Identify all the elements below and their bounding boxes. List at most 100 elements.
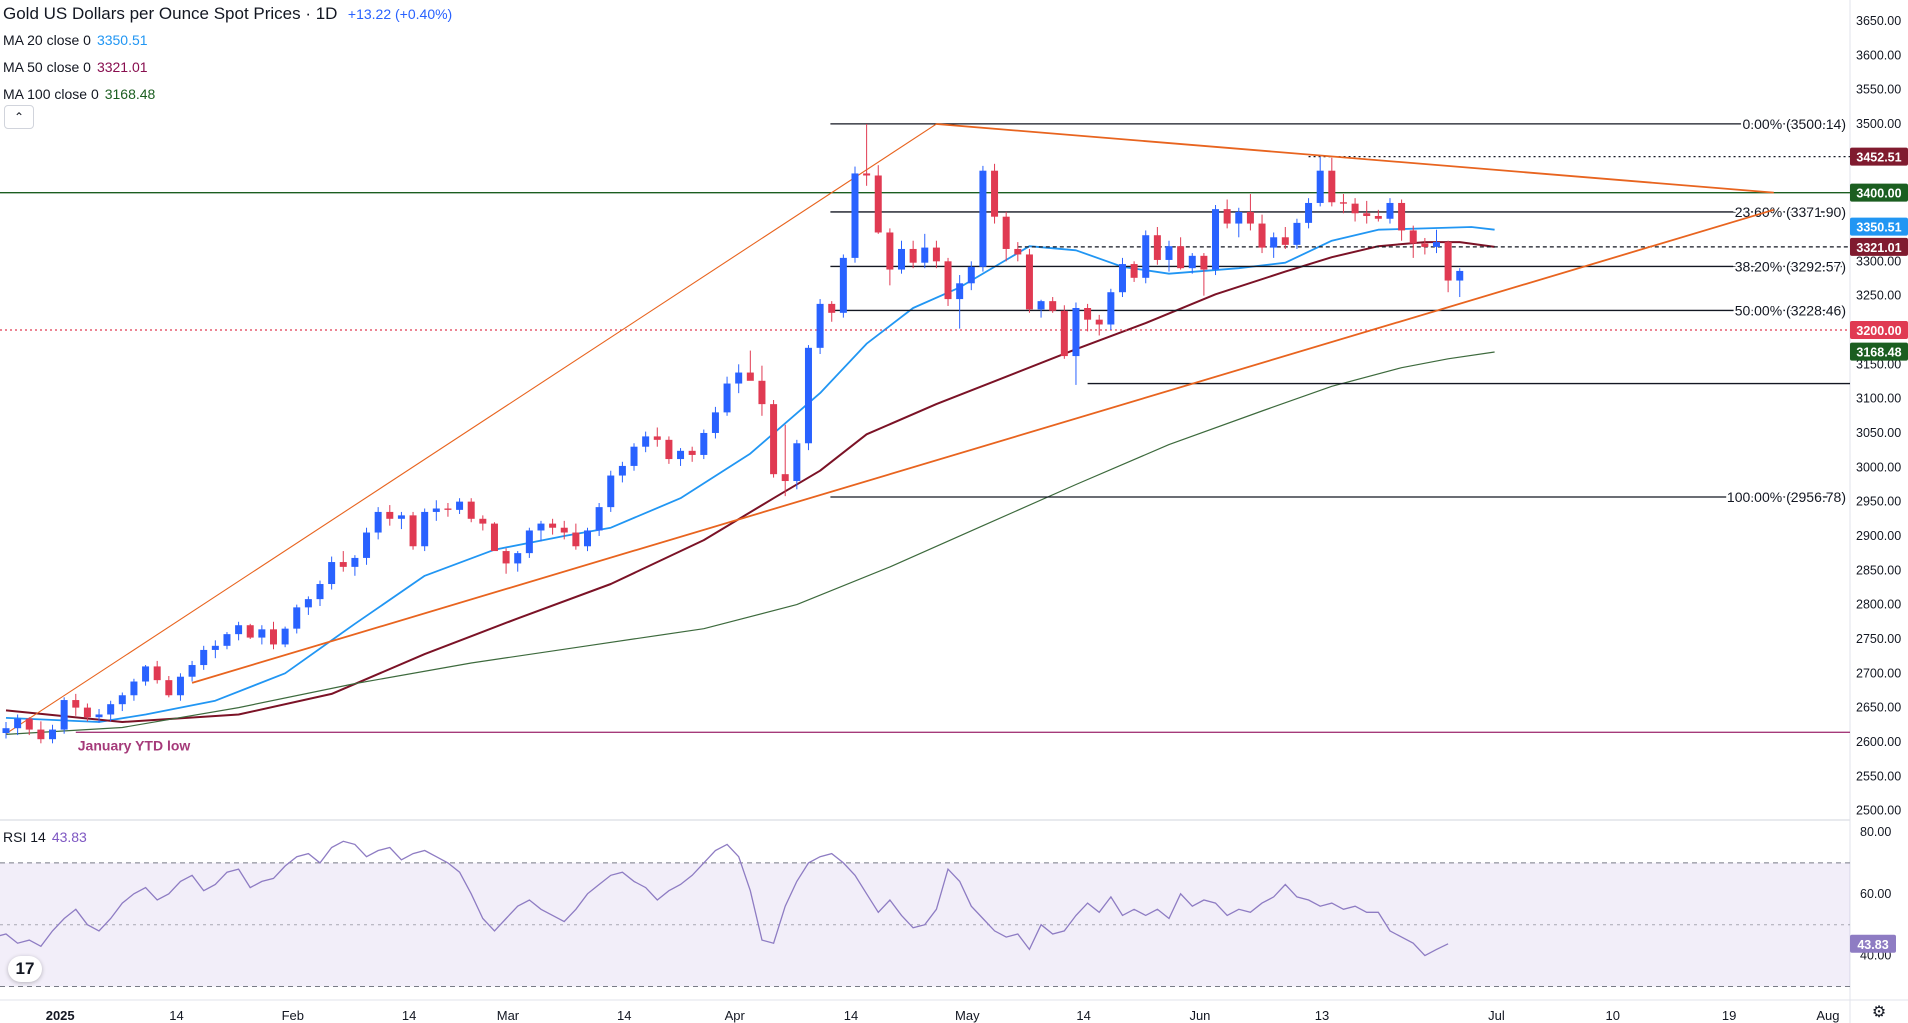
candle-body	[1305, 202, 1313, 223]
chevron-up-icon: ⌃	[13, 110, 25, 124]
ma100-value: 3168.48	[104, 86, 156, 102]
time-tick-label: Aug	[1816, 1008, 1839, 1023]
candle-body	[828, 303, 836, 313]
time-tick-label: 14	[617, 1008, 631, 1023]
rsi-tag-box	[1850, 934, 1896, 953]
candle-body	[595, 507, 603, 531]
candle-body	[909, 248, 917, 263]
rsi-legend[interactable]: RSI 14 43.83	[3, 829, 87, 845]
settings-gear-icon[interactable]: ⚙	[1871, 1004, 1887, 1021]
ma20-label: MA 20 close 0	[3, 32, 91, 48]
candle-body	[572, 532, 580, 547]
rsi-pane	[0, 840, 1850, 987]
candle-body	[642, 436, 650, 447]
rsi-value: 43.83	[51, 829, 87, 845]
candle-body	[898, 248, 906, 270]
time-tick-label: Jun	[1189, 1008, 1210, 1023]
candle-body	[1293, 222, 1301, 245]
price-tick-label: 3100.00	[1856, 392, 1901, 406]
time-tick-label: Apr	[725, 1008, 746, 1023]
price-tick-label: 2500.00	[1856, 804, 1901, 818]
candle-body	[1421, 243, 1429, 247]
candle-body	[630, 446, 638, 466]
candle-body	[1118, 264, 1126, 293]
horizontal-levels	[0, 156, 1850, 734]
price-tag-label: 3168.48	[1856, 346, 1901, 360]
price-tick-label: 2850.00	[1856, 563, 1901, 577]
candle-body	[269, 629, 277, 645]
price-tick-label: 3250.00	[1856, 289, 1901, 303]
candle-body	[618, 465, 626, 476]
candle-body	[421, 511, 429, 547]
fib-label: 23.60% (3371.90)	[1735, 204, 1846, 220]
time-tick-label: 14	[169, 1008, 183, 1023]
candle-body	[1456, 270, 1464, 281]
candle-body	[1281, 237, 1289, 245]
chart-legend: Gold US Dollars per Ounce Spot Prices · …	[3, 0, 452, 108]
rsi-label: RSI 14	[3, 829, 46, 845]
price-change: +13.22 (+0.40%)	[347, 6, 453, 22]
candle-body	[991, 170, 999, 217]
candle-body	[1258, 223, 1266, 248]
candle-body	[1339, 202, 1347, 204]
candle-body	[688, 450, 696, 455]
candle-body	[211, 645, 219, 650]
fib-label: 100.00% (2956.78)	[1727, 489, 1846, 505]
candle-body	[1014, 248, 1022, 255]
candle-body	[176, 676, 184, 696]
price-tick-label: 2600.00	[1856, 735, 1901, 749]
candle-body	[409, 515, 417, 547]
candle-body	[200, 649, 208, 666]
candle-body	[607, 475, 615, 508]
price-tag-label: 3452.51	[1856, 151, 1901, 165]
candle-body	[921, 247, 929, 263]
price-tag-box	[1850, 183, 1908, 202]
time-axis: 2025 14 Feb 14 Mar 14 Apr 14 May 14 Jun 13 Jul 10 19 Au…	[46, 1008, 1840, 1023]
tradingview-logo-icon[interactable]: 17	[8, 956, 42, 982]
rsi-tag-label: 43.83	[1857, 938, 1888, 952]
price-tick-label: 2750.00	[1856, 632, 1901, 646]
legend-ma20[interactable]: MA 20 close 0 3350.51	[3, 27, 452, 54]
candle-body	[1374, 216, 1382, 219]
candle-body	[142, 666, 150, 682]
price-tag-box	[1850, 147, 1908, 166]
candle-body	[1037, 301, 1045, 310]
logo-text: 17	[15, 959, 35, 978]
candle-body	[839, 257, 847, 313]
legend-ma50[interactable]: MA 50 close 0 3321.01	[3, 54, 452, 81]
candle-body	[1246, 211, 1254, 224]
candle-body	[665, 439, 673, 460]
candle-body	[584, 530, 591, 547]
candle-body	[328, 562, 336, 585]
candle-body	[1049, 301, 1057, 311]
price-tick-label: 2900.00	[1856, 529, 1901, 543]
candle-body	[723, 383, 731, 413]
candle-body	[432, 508, 440, 512]
chart-title: Gold US Dollars per Ounce Spot Prices · …	[3, 4, 338, 23]
rsi-tick-label: 80.00	[1860, 825, 1891, 839]
legend-ma100[interactable]: MA 100 close 0 3168.48	[3, 81, 452, 108]
candle-body	[746, 372, 754, 381]
candle-body	[107, 704, 115, 715]
candle-body	[2, 728, 10, 734]
collapse-legend-button[interactable]: ⌃	[4, 105, 34, 129]
candle-body	[816, 303, 824, 348]
candle-body	[1444, 242, 1452, 281]
fib-label: 50.00% (3228.46)	[1735, 302, 1846, 318]
candle-body	[700, 432, 708, 455]
ma50-value: 3321.01	[96, 59, 148, 75]
candle-body	[1130, 264, 1138, 278]
price-tick-label: 2800.00	[1856, 598, 1901, 612]
price-tag-label: 3321.01	[1856, 241, 1901, 255]
ma50-label: MA 50 close 0	[3, 59, 91, 75]
candle-body	[444, 508, 452, 510]
candle-body	[979, 170, 987, 267]
price-axis: 3650.003600.003550.003500.003450.003400.…	[1856, 14, 1901, 818]
candle-body	[95, 714, 103, 718]
candles	[2, 124, 1464, 744]
price-tick-label: 2950.00	[1856, 495, 1901, 509]
candle-body	[1212, 209, 1220, 270]
candle-body	[711, 412, 719, 433]
candle-body	[130, 681, 138, 696]
